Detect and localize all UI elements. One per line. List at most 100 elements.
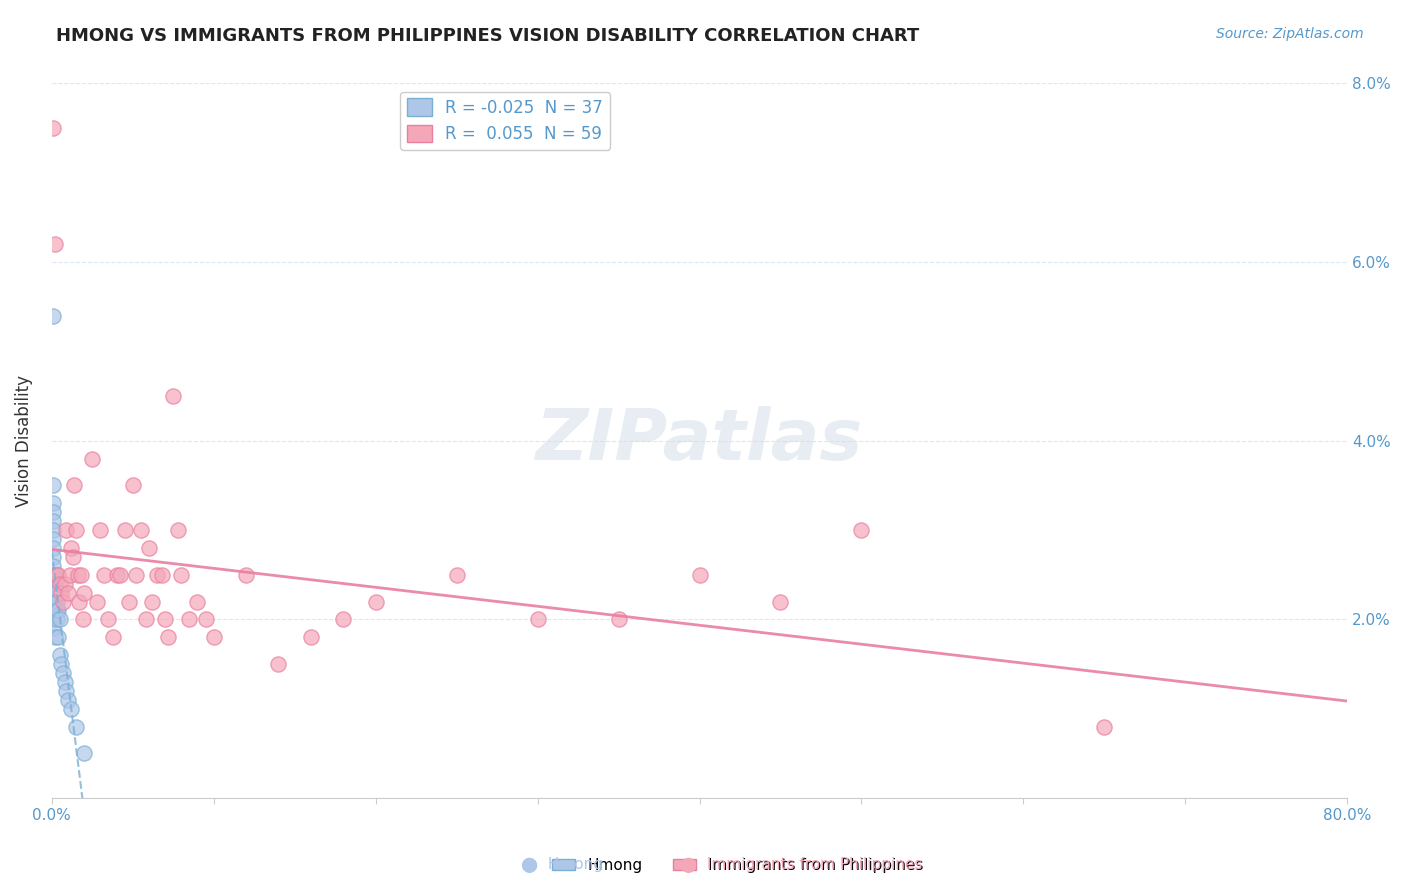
Hmong (44, 594, 66, 608)
Immigrants from Philippines (332, 612, 354, 626)
Immigrants from Philippines (97, 612, 120, 626)
Legend: R = -0.025  N = 37, R =  0.055  N = 59: R = -0.025 N = 37, R = 0.055 N = 59 (401, 92, 610, 150)
Hmong (49, 612, 72, 626)
Immigrants from Philippines (202, 630, 225, 644)
Hmong (42, 549, 65, 564)
Hmong (42, 514, 65, 528)
Immigrants from Philippines (66, 567, 89, 582)
Immigrants from Philippines (108, 567, 131, 582)
Text: ⬤  Immigrants from Philippines: ⬤ Immigrants from Philippines (681, 857, 922, 873)
Hmong (44, 630, 66, 644)
Hmong (45, 594, 67, 608)
Immigrants from Philippines (769, 594, 792, 608)
Hmong (44, 585, 66, 599)
Text: Source: ZipAtlas.com: Source: ZipAtlas.com (1216, 27, 1364, 41)
Immigrants from Philippines (46, 567, 69, 582)
Immigrants from Philippines (446, 567, 468, 582)
Text: ⬤  Hmong: ⬤ Hmong (522, 857, 603, 873)
Immigrants from Philippines (146, 567, 169, 582)
Immigrants from Philippines (125, 567, 148, 582)
Hmong (42, 505, 65, 519)
Hmong (42, 309, 65, 323)
Hmong (42, 603, 65, 617)
Hmong (73, 747, 96, 761)
Immigrants from Philippines (689, 567, 711, 582)
Immigrants from Philippines (179, 612, 201, 626)
Y-axis label: Vision Disability: Vision Disability (15, 375, 32, 507)
Immigrants from Philippines (141, 594, 163, 608)
Immigrants from Philippines (157, 630, 180, 644)
Immigrants from Philippines (82, 451, 104, 466)
Immigrants from Philippines (170, 567, 193, 582)
Immigrants from Philippines (121, 478, 143, 492)
Immigrants from Philippines (62, 549, 84, 564)
Immigrants from Philippines (607, 612, 630, 626)
Immigrants from Philippines (86, 594, 108, 608)
Hmong (42, 576, 65, 591)
Hmong (49, 648, 72, 662)
Immigrants from Philippines (118, 594, 141, 608)
Immigrants from Philippines (42, 121, 65, 136)
Hmong (42, 621, 65, 635)
Immigrants from Philippines (67, 594, 90, 608)
Immigrants from Philippines (55, 523, 77, 537)
Immigrants from Philippines (162, 389, 184, 403)
Immigrants from Philippines (105, 567, 128, 582)
Immigrants from Philippines (153, 612, 176, 626)
Hmong (51, 657, 73, 671)
Immigrants from Philippines (186, 594, 208, 608)
Immigrants from Philippines (135, 612, 157, 626)
Immigrants from Philippines (267, 657, 290, 671)
Text: HMONG VS IMMIGRANTS FROM PHILIPPINES VISION DISABILITY CORRELATION CHART: HMONG VS IMMIGRANTS FROM PHILIPPINES VIS… (56, 27, 920, 45)
Immigrants from Philippines (49, 576, 72, 591)
Hmong (42, 532, 65, 546)
Immigrants from Philippines (103, 630, 125, 644)
Hmong (46, 630, 69, 644)
Immigrants from Philippines (52, 594, 75, 608)
Hmong (42, 558, 65, 573)
Hmong (52, 665, 75, 680)
Immigrants from Philippines (72, 612, 94, 626)
Immigrants from Philippines (63, 478, 86, 492)
Hmong (44, 576, 66, 591)
Immigrants from Philippines (526, 612, 548, 626)
Immigrants from Philippines (235, 567, 257, 582)
Hmong (46, 603, 69, 617)
Hmong (53, 675, 76, 690)
Legend: Hmong, Immigrants from Philippines: Hmong, Immigrants from Philippines (547, 852, 929, 879)
Hmong (42, 523, 65, 537)
Hmong (42, 612, 65, 626)
Hmong (42, 567, 65, 582)
Hmong (42, 585, 65, 599)
Immigrants from Philippines (45, 567, 67, 582)
Immigrants from Philippines (129, 523, 152, 537)
Immigrants from Philippines (93, 567, 115, 582)
Immigrants from Philippines (60, 541, 83, 555)
Immigrants from Philippines (58, 567, 80, 582)
Immigrants from Philippines (51, 585, 73, 599)
Hmong (45, 612, 67, 626)
Immigrants from Philippines (70, 567, 93, 582)
Immigrants from Philippines (150, 567, 173, 582)
Hmong (42, 594, 65, 608)
Immigrants from Philippines (73, 585, 96, 599)
Immigrants from Philippines (65, 523, 87, 537)
Hmong (60, 702, 83, 716)
Immigrants from Philippines (194, 612, 217, 626)
Immigrants from Philippines (364, 594, 387, 608)
Immigrants from Philippines (89, 523, 111, 537)
Hmong (42, 496, 65, 510)
Immigrants from Philippines (851, 523, 873, 537)
Hmong (56, 693, 79, 707)
Hmong (65, 720, 87, 734)
Immigrants from Philippines (114, 523, 136, 537)
Hmong (45, 603, 67, 617)
Text: ZIPatlas: ZIPatlas (536, 406, 863, 475)
Hmong (42, 478, 65, 492)
Immigrants from Philippines (56, 585, 79, 599)
Immigrants from Philippines (167, 523, 190, 537)
Hmong (44, 567, 66, 582)
Immigrants from Philippines (138, 541, 160, 555)
Immigrants from Philippines (44, 237, 66, 252)
Hmong (55, 684, 77, 698)
